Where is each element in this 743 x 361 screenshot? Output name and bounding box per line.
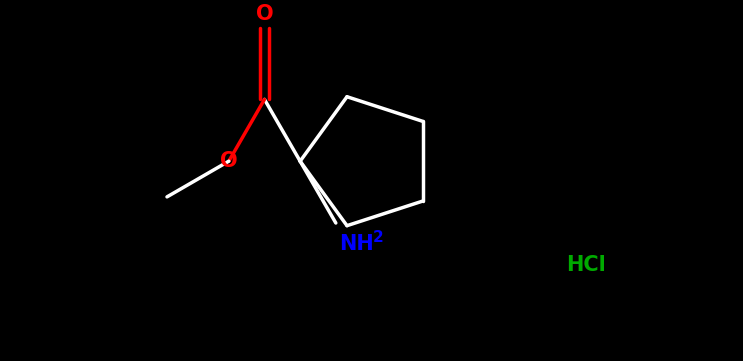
Text: O: O <box>256 4 273 25</box>
Text: 2: 2 <box>373 230 383 245</box>
Text: O: O <box>220 151 238 171</box>
Text: HCl: HCl <box>565 255 606 275</box>
Text: NH: NH <box>340 234 374 254</box>
